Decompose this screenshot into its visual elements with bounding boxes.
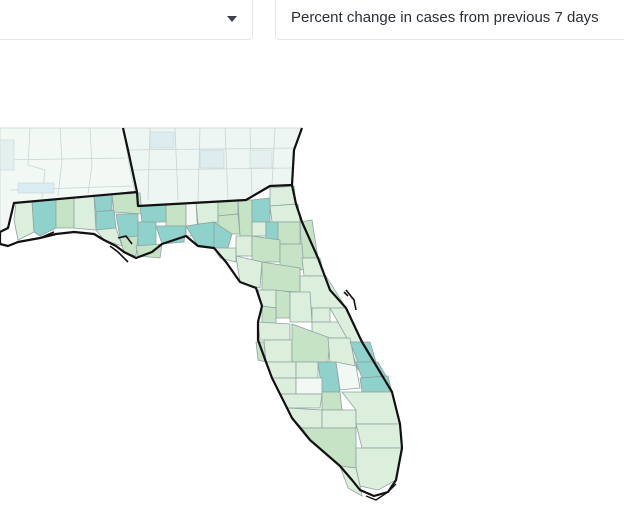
county-baker[interactable] [251, 197, 271, 223]
county-columbia[interactable] [237, 199, 253, 237]
county-broward[interactable] [355, 423, 403, 449]
location-select[interactable] [0, 0, 253, 40]
county-holmes[interactable] [93, 194, 113, 213]
county-cell[interactable] [149, 131, 175, 149]
county-hernando[interactable] [261, 305, 277, 325]
county-walton[interactable] [73, 195, 97, 231]
keys-islands [365, 483, 397, 501]
county-lake[interactable] [289, 291, 313, 323]
county-levy[interactable] [235, 255, 263, 289]
county-washington[interactable] [95, 209, 117, 231]
county-cell[interactable] [199, 149, 225, 169]
county-liberty[interactable] [137, 221, 157, 247]
county-union[interactable] [251, 221, 267, 237]
coastline-detail [39, 231, 357, 311]
county-glades[interactable] [321, 391, 343, 411]
county-hendry[interactable] [321, 409, 357, 429]
florida-counties [13, 185, 403, 497]
county-sumter[interactable] [275, 289, 291, 319]
county-hillsborough[interactable] [263, 339, 293, 363]
county-cell[interactable] [0, 139, 15, 171]
county-cell[interactable] [17, 182, 55, 194]
county-collier[interactable] [301, 427, 357, 469]
county-okaloosa[interactable] [55, 197, 75, 229]
metric-select-value: Percent change in cases from previous 7 … [291, 9, 599, 26]
county-miami-dade[interactable] [355, 447, 403, 491]
state-border-line [121, 127, 304, 193]
county-dixie[interactable] [213, 247, 237, 263]
county-duval[interactable] [269, 203, 301, 223]
county-hardee[interactable] [295, 361, 319, 379]
florida-outline [0, 183, 404, 498]
county-seminole[interactable] [311, 307, 331, 323]
county-santa-rosa[interactable] [31, 198, 57, 237]
county-alachua[interactable] [251, 235, 281, 263]
county-okeechobee[interactable] [335, 361, 361, 391]
county-cell[interactable] [249, 149, 273, 169]
neighbor-highlight-counties [0, 131, 273, 194]
county-escambia[interactable] [13, 200, 35, 241]
county-desoto[interactable] [295, 377, 323, 395]
county-madison[interactable] [195, 200, 219, 225]
county-pasco[interactable] [257, 321, 291, 341]
county-bradford[interactable] [265, 221, 279, 241]
county-leon[interactable] [165, 202, 187, 227]
county-gilchrist[interactable] [235, 235, 253, 257]
caret-down-icon[interactable] [227, 16, 237, 22]
county-calhoun[interactable] [115, 213, 139, 239]
county-clay[interactable] [277, 221, 301, 245]
metric-select[interactable]: Percent change in cases from previous 7 … [275, 0, 624, 40]
